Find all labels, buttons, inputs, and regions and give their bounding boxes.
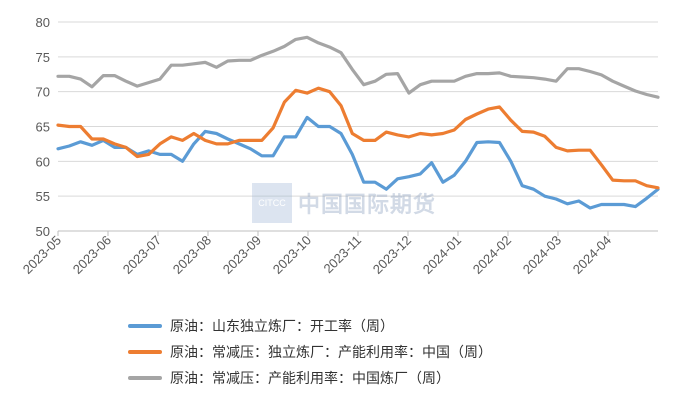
series-line-0: [56, 115, 660, 210]
y-tick-label: 80: [36, 15, 50, 30]
legend-swatch: [128, 350, 162, 354]
x-tick-label: 2023-10: [270, 233, 314, 277]
series-lines: [56, 35, 660, 210]
x-tick-label: 2023-08: [170, 233, 214, 277]
y-tick-label: 70: [36, 85, 50, 100]
legend-swatch: [128, 324, 162, 328]
x-tick-label: 2023-11: [320, 233, 364, 277]
gridlines: [58, 21, 658, 232]
watermark: CITCC 中国国际期货: [252, 183, 436, 223]
y-axis-ticks: 50 55 60 65 70 75 80: [36, 15, 50, 239]
y-tick-label: 60: [36, 154, 50, 169]
x-tick-label: 2024-01: [420, 233, 464, 277]
watermark-text: 中国国际期货: [298, 193, 437, 218]
x-tick-label: 2024-03: [520, 233, 564, 277]
legend-label: 原油：常减压：产能利用率：中国炼厂（周）: [170, 371, 450, 387]
series-line-1: [56, 86, 660, 190]
y-tick-label: 65: [36, 120, 50, 135]
x-tick-label: 2023-06: [70, 233, 114, 277]
legend-item: 原油：常减压：产能利用率：中国炼厂（周）: [128, 365, 492, 391]
x-tick-label: 2024-02: [470, 233, 514, 277]
legend-item: 原油：常减压：独立炼厂：产能利用率：中国（周）: [128, 339, 492, 365]
legend-label: 原油：山东独立炼厂：开工率（周）: [170, 319, 394, 335]
x-tick-label: 2023-05: [20, 233, 64, 277]
x-tick-label: 2024-04: [570, 233, 614, 277]
legend-swatch: [128, 376, 162, 380]
legend-label: 原油：常减压：独立炼厂：产能利用率：中国（周）: [170, 345, 492, 361]
legend-item: 原油：山东独立炼厂：开工率（周）: [128, 313, 492, 339]
y-tick-label: 55: [36, 189, 50, 204]
watermark-logo: CITCC: [252, 183, 292, 223]
x-tick-label: 2023-09: [220, 233, 264, 277]
legend: 原油：山东独立炼厂：开工率（周） 原油：常减压：独立炼厂：产能利用率：中国（周）…: [128, 313, 492, 391]
x-tick-label: 2023-07: [120, 233, 164, 277]
x-tick-label: 2023-12: [370, 233, 414, 277]
series-line-2: [56, 35, 660, 99]
x-axis-ticks: 2023-05 2023-06 2023-07 2023-08 2023-09 2023-…: [20, 231, 614, 277]
y-tick-label: 50: [36, 224, 50, 239]
y-tick-label: 75: [36, 50, 50, 65]
